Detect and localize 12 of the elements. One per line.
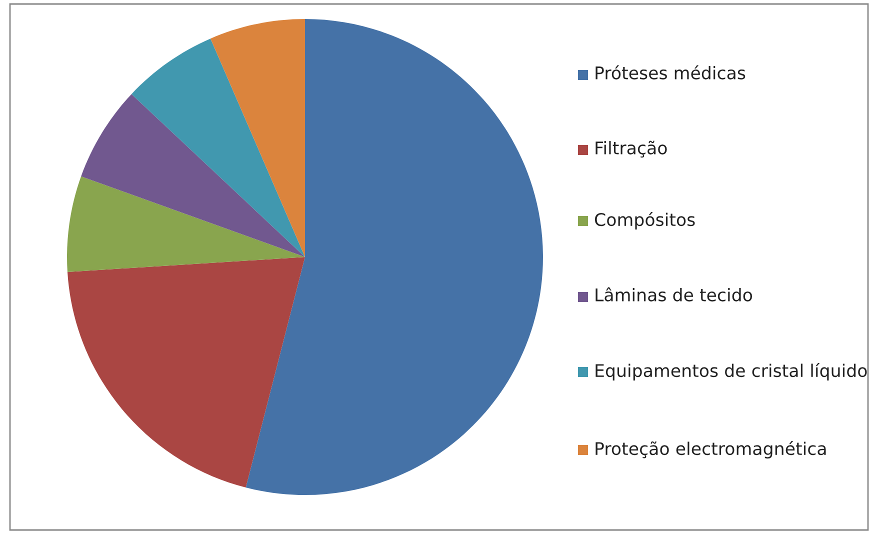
pie-slice (67, 176, 305, 272)
legend-label: Próteses médicas (596, 65, 746, 80)
legend-label: Lâminas de tecido (596, 287, 752, 302)
legend-label: Filtração (596, 140, 667, 158)
legend-label: Compósitos (594, 212, 695, 230)
pie-slice (81, 94, 305, 257)
legend-label: Equipamentos de cristal líquido (596, 363, 867, 380)
pie-slice (246, 19, 543, 495)
pie-slice (67, 257, 305, 488)
pie-slice (210, 19, 305, 257)
pie-slice (132, 38, 305, 257)
legend-label: Proteção electromagnética (596, 441, 826, 458)
